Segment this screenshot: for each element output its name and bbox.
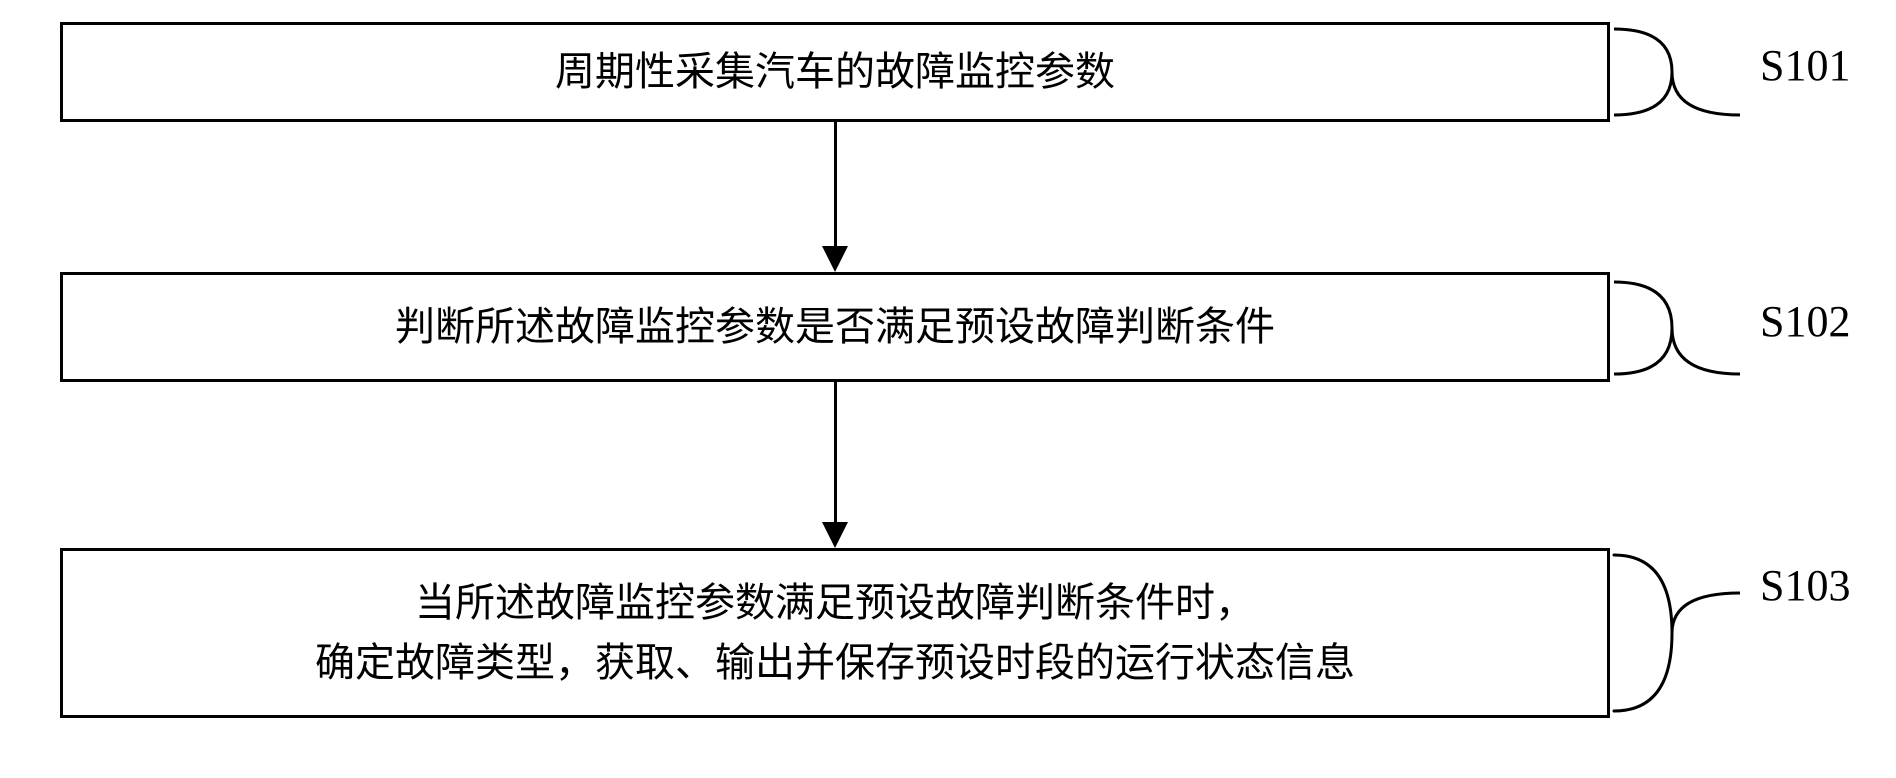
step-s101-label: S101 [1760, 40, 1850, 91]
step-s101-brace [1612, 27, 1742, 117]
step-s101-box: 周期性采集汽车的故障监控参数 [60, 22, 1610, 122]
step-s102-brace [1612, 280, 1742, 376]
step-s103-box: 当所述故障监控参数满足预设故障判断条件时， 确定故障类型，获取、输出并保存预设时… [60, 548, 1610, 718]
step-s101-text: 周期性采集汽车的故障监控参数 [555, 42, 1115, 102]
arrow-s101-s102-head [822, 246, 848, 272]
step-s103-text: 当所述故障监控参数满足预设故障判断条件时， 确定故障类型，获取、输出并保存预设时… [315, 573, 1355, 693]
step-s102-text: 判断所述故障监控参数是否满足预设故障判断条件 [395, 297, 1275, 357]
flowchart-canvas: 周期性采集汽车的故障监控参数 S101 判断所述故障监控参数是否满足预设故障判断… [0, 0, 1896, 778]
step-s103-brace [1612, 553, 1742, 713]
arrow-s101-s102-line [834, 122, 837, 246]
step-s102-label: S102 [1760, 296, 1850, 347]
step-s102-box: 判断所述故障监控参数是否满足预设故障判断条件 [60, 272, 1610, 382]
arrow-s102-s103-line [834, 382, 837, 522]
step-s103-label: S103 [1760, 560, 1850, 611]
arrow-s102-s103-head [822, 522, 848, 548]
